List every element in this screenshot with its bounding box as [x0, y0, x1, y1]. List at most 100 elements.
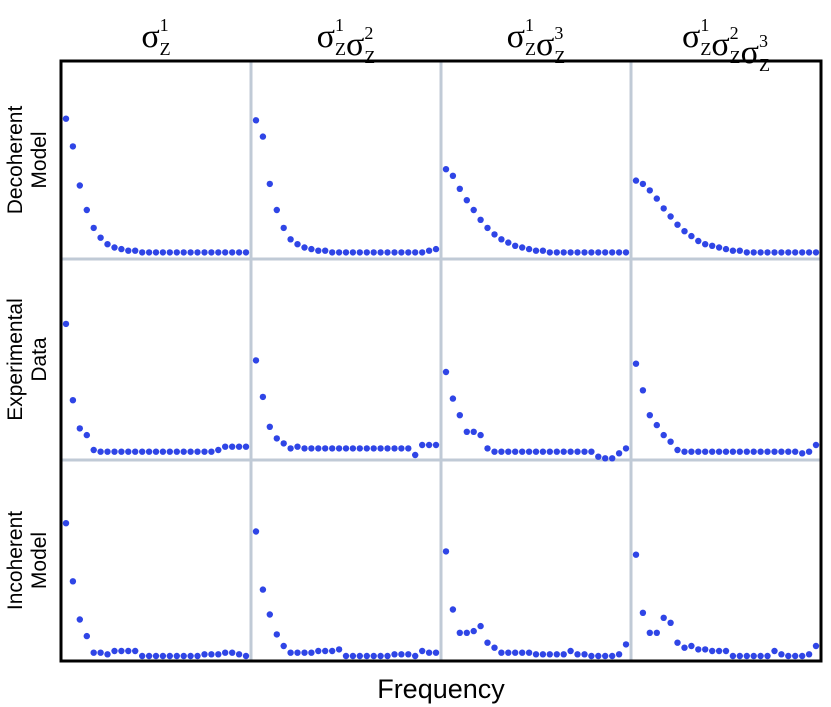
data-point [384, 652, 391, 660]
data-point [118, 647, 125, 655]
data-point [546, 249, 553, 256]
panel-r3-c2 [252, 528, 440, 660]
data-point [173, 448, 180, 455]
x-axis-label: Frequency [377, 674, 505, 704]
data-point [208, 448, 215, 455]
data-point [688, 642, 695, 650]
data-point [252, 117, 260, 124]
column-title: σ1 Zσ2 Zσ3 Z [682, 15, 770, 75]
data-point [391, 651, 398, 658]
data-point [166, 249, 173, 256]
data-point [208, 249, 215, 256]
data-point [370, 445, 377, 452]
data-point [252, 528, 260, 535]
data-point [118, 245, 125, 253]
row-label: ExperimentalData [4, 298, 51, 421]
data-point [229, 443, 236, 450]
data-point [412, 249, 419, 256]
data-point [588, 249, 595, 256]
data-point [778, 651, 785, 658]
data-point [695, 448, 702, 455]
data-point [491, 644, 498, 651]
data-point [792, 448, 799, 455]
data-point [187, 448, 194, 455]
data-point [581, 651, 588, 658]
data-point [342, 445, 350, 452]
data-point [425, 441, 433, 449]
data-point [111, 244, 118, 251]
data-point [104, 241, 111, 248]
data-point [419, 647, 426, 655]
data-point [342, 249, 350, 256]
panel-r1-c3 [442, 166, 630, 256]
data-point [425, 247, 433, 254]
data-point [778, 448, 785, 455]
data-point [287, 445, 294, 452]
data-point [235, 443, 243, 450]
column-title-subscript: Z [160, 39, 171, 59]
data-point [757, 448, 764, 455]
data-point [201, 249, 208, 256]
row-label-line1: Decoherent [4, 106, 27, 215]
panel-r2-c1 [62, 320, 250, 455]
column-title-superscript: 1 [335, 15, 344, 35]
data-point [477, 622, 484, 630]
data-point [653, 629, 660, 636]
data-point [235, 651, 243, 658]
data-point [615, 249, 623, 256]
data-point [363, 445, 370, 452]
data-point [432, 649, 440, 656]
data-point [771, 448, 778, 455]
data-point [187, 249, 194, 256]
data-point [166, 448, 173, 455]
data-point [349, 445, 357, 452]
data-point [335, 249, 343, 256]
data-point [546, 448, 553, 455]
data-point [722, 245, 730, 253]
data-point [76, 425, 84, 432]
data-point [215, 651, 222, 658]
data-point [553, 651, 560, 658]
data-point [764, 249, 771, 256]
data-point [764, 652, 771, 660]
column-title-superscript: 2 [730, 23, 739, 43]
data-point [560, 651, 567, 658]
data-point [222, 649, 229, 656]
data-point [125, 247, 132, 254]
data-point [97, 649, 104, 656]
data-point [159, 448, 167, 455]
data-point [792, 652, 799, 660]
data-point [180, 249, 187, 256]
plot-frame [59, 59, 823, 663]
data-point [259, 586, 267, 593]
data-point [266, 180, 273, 188]
column-title-superscript: 1 [160, 15, 169, 35]
data-point [595, 652, 602, 660]
data-point [715, 448, 723, 455]
data-point [259, 393, 267, 401]
column-title-subscript: Z [759, 55, 770, 75]
column-title-base: σ [507, 18, 525, 55]
data-point [194, 448, 201, 455]
data-point [646, 629, 653, 636]
data-point [632, 177, 640, 184]
data-point [139, 448, 146, 455]
data-point [315, 445, 322, 452]
data-point [432, 245, 440, 253]
data-point [553, 448, 560, 455]
data-point [757, 249, 764, 256]
column-title-base: σ [682, 18, 700, 55]
data-point [512, 242, 519, 249]
data-point [252, 357, 260, 364]
data-point [736, 448, 743, 455]
data-point [294, 443, 301, 450]
data-point [377, 249, 384, 256]
data-point [69, 578, 77, 585]
data-point [539, 651, 547, 658]
data-point [615, 651, 623, 658]
panel-r1-c2 [252, 117, 440, 256]
data-point [505, 239, 512, 246]
data-point [519, 649, 526, 656]
data-point [581, 249, 588, 256]
data-point [449, 606, 457, 613]
